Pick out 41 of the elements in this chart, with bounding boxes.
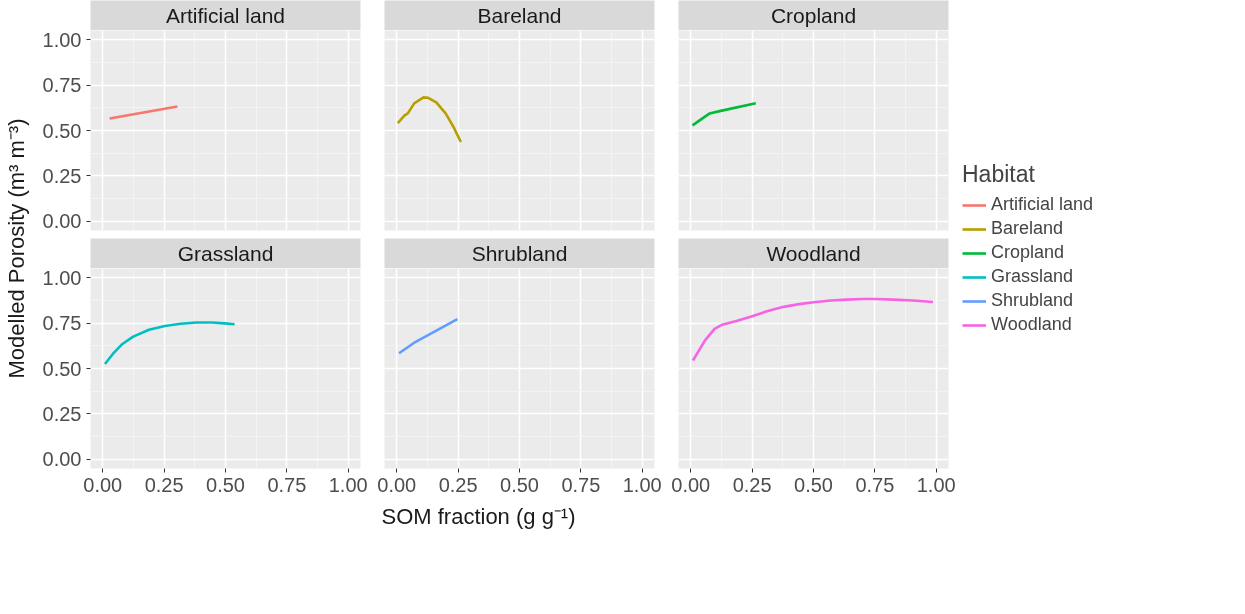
y-tick-label: 0.50 — [42, 119, 82, 142]
y-tick-label: 0.00 — [42, 210, 82, 233]
y-tick-label: 0.25 — [42, 164, 82, 187]
chart-title: Bareland — [477, 4, 562, 27]
x-tick-label: 0.00 — [671, 473, 711, 496]
x-tick-label: 0.25 — [732, 473, 772, 496]
x-tick-label: 0.75 — [267, 473, 307, 496]
y-tick-label: 0.25 — [42, 402, 82, 425]
y-tick-label: 0.75 — [42, 74, 82, 97]
legend-label: Grassland — [991, 266, 1074, 287]
y-axis-title: Modelled Porosity (m³ m⁻³) — [4, 118, 29, 379]
x-tick-label: 0.50 — [794, 473, 833, 496]
x-tick-label: 0.50 — [500, 473, 539, 496]
chart-title: Grassland — [177, 242, 274, 265]
legend-label: Shrubland — [991, 290, 1074, 311]
chart-title: Artificial land — [165, 4, 286, 27]
y-tick-label: 0.00 — [42, 448, 82, 471]
x-tick-label: 1.00 — [622, 473, 662, 496]
legend-label: Woodland — [991, 314, 1072, 335]
chart-title: Woodland — [766, 242, 861, 265]
line-series — [103, 321, 236, 366]
x-tick-label: 0.00 — [83, 473, 123, 496]
legend-title: Habitat — [962, 161, 1036, 188]
x-tick-label: 1.00 — [916, 473, 956, 496]
chart-title: Cropland — [770, 4, 857, 27]
x-tick-label: 1.00 — [328, 473, 368, 496]
legend-label: Artificial land — [991, 194, 1094, 215]
x-axis-title: SOM fraction (g g⁻¹) — [381, 504, 576, 529]
y-tick-label: 0.75 — [42, 312, 82, 335]
x-tick-label: 0.75 — [561, 473, 601, 496]
y-tick-label: 0.50 — [42, 357, 82, 380]
legend-label: Cropland — [991, 242, 1065, 263]
y-tick-label: 1.00 — [42, 266, 82, 289]
y-tick-label: 1.00 — [42, 28, 82, 51]
x-tick-label: 0.25 — [144, 473, 184, 496]
x-tick-label: 0.75 — [855, 473, 895, 496]
x-tick-label: 0.25 — [438, 473, 478, 496]
x-tick-label: 0.00 — [377, 473, 417, 496]
x-tick-label: 0.50 — [206, 473, 245, 496]
chart-title: Shrubland — [471, 242, 568, 265]
legend-label: Bareland — [991, 218, 1064, 239]
